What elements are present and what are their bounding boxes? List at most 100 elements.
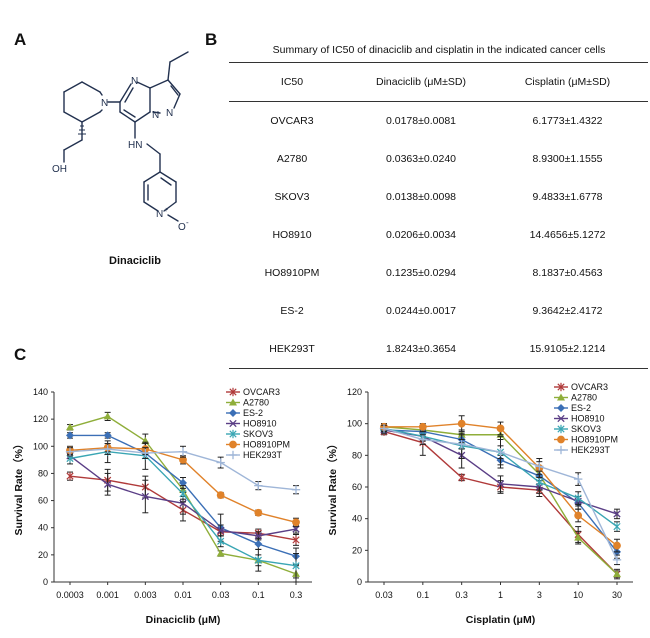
data-point	[217, 526, 225, 535]
data-point	[292, 535, 300, 545]
legend-entry: HEK293T	[554, 445, 611, 455]
legend-marker	[557, 424, 565, 434]
y-tick-label: 140	[33, 387, 48, 397]
cell-cisplatin: 8.9300±1.1555	[532, 153, 603, 165]
cell-cell-line: ES-2	[280, 305, 304, 317]
legend-entry: HEK293T	[226, 450, 283, 460]
legend-label: OVCAR3	[243, 387, 280, 397]
legend-entry: ES-2	[226, 408, 263, 418]
data-point	[104, 480, 112, 488]
legend-entry: A2780	[554, 393, 597, 403]
y-tick-label: 80	[352, 450, 362, 460]
data-point	[574, 493, 582, 503]
cell-cisplatin: 6.1773±1.4322	[532, 115, 603, 127]
x-axis-title: Dinaciclib (μM)	[146, 614, 221, 626]
data-point	[216, 491, 225, 500]
table-row: A2780 0.0363±0.0240 8.9300±1.1555	[229, 140, 648, 178]
legend-marker	[229, 409, 237, 417]
y-axis-title: Survival Rate（%）	[12, 439, 25, 536]
data-point	[141, 448, 150, 458]
data-point	[66, 471, 74, 481]
table-row: HEK293T 1.8243±0.3654 15.9105±2.1214	[229, 330, 648, 369]
data-point	[613, 522, 621, 531]
legend-marker	[229, 429, 237, 439]
header-ic50: IC50	[229, 62, 355, 102]
table-header-row: IC50 Dinaciclib (μM±SD) Cisplatin (μM±SD…	[229, 62, 648, 102]
y-tick-label: 100	[347, 419, 362, 429]
atom-oh: OH	[52, 164, 67, 175]
legend-entry: OVCAR3	[554, 382, 608, 392]
data-point	[254, 508, 263, 517]
cell-cell-line: OVCAR3	[270, 115, 314, 127]
x-tick-label: 0.03	[375, 590, 393, 600]
atom-n-bridge: N	[152, 110, 159, 121]
data-point	[217, 537, 225, 546]
legend-marker	[229, 398, 237, 406]
cell-dinaciclib: 0.0206±0.0034	[386, 229, 456, 241]
data-point	[66, 431, 74, 440]
legend-marker	[557, 393, 565, 401]
y-tick-label: 100	[33, 441, 48, 451]
data-point	[254, 481, 263, 490]
atom-plus: +	[164, 207, 168, 214]
header-cisplatin: Cisplatin (μM±SD)	[487, 62, 648, 102]
legend-label: HO8910	[243, 419, 277, 429]
y-tick-label: 20	[352, 545, 362, 555]
data-point	[292, 518, 300, 527]
x-tick-label: 0.1	[252, 590, 265, 600]
data-point	[141, 492, 149, 501]
data-point	[613, 510, 621, 518]
x-tick-label: 1	[498, 590, 503, 600]
x-tick-label: 0.003	[134, 590, 157, 600]
data-point	[496, 480, 505, 488]
data-point	[379, 424, 389, 433]
data-point	[457, 440, 466, 449]
data-point	[613, 570, 621, 578]
legend-marker	[556, 445, 566, 455]
data-point	[457, 419, 466, 428]
x-tick-label: 0.01	[174, 590, 192, 600]
panel-label-c: C	[14, 345, 27, 364]
legend-marker	[557, 414, 565, 423]
data-point	[574, 533, 583, 541]
legend-marker	[229, 440, 237, 449]
legend-label: ES-2	[243, 408, 263, 418]
dinaciclib-structure: N N N N OH HN N + O -	[52, 51, 189, 233]
data-point	[458, 473, 466, 482]
atom-o: O	[178, 222, 186, 233]
data-point	[292, 525, 300, 533]
x-tick-label: 10	[573, 590, 583, 600]
cell-dinaciclib: 0.0363±0.0240	[386, 153, 456, 165]
table-row: SKOV3 0.0138±0.0098 9.4833±1.6778	[229, 178, 648, 216]
table-row: ES-2 0.0244±0.0017 9.3642±2.4172	[229, 292, 648, 330]
data-point	[216, 549, 225, 557]
data-point	[178, 447, 188, 456]
data-point	[216, 458, 225, 467]
legend-label: HEK293T	[243, 450, 283, 460]
header-dinaciclib: Dinaciclib (μM±SD)	[355, 62, 487, 102]
cell-cisplatin: 8.1837±0.4563	[532, 267, 603, 279]
data-point	[254, 532, 262, 540]
legend-marker	[229, 419, 237, 428]
cell-dinaciclib: 1.8243±0.3654	[355, 330, 487, 369]
legend-entry: HO8910PM	[226, 440, 290, 450]
legend-label: SKOV3	[243, 429, 273, 439]
y-tick-label: 20	[38, 550, 48, 560]
table-row: HO8910 0.0206±0.0034 14.4656±5.1272	[229, 216, 648, 254]
legend-marker	[557, 382, 565, 392]
data-point	[179, 489, 187, 498]
y-tick-label: 40	[38, 523, 48, 533]
table-row: OVCAR3 0.0178±0.0081 6.1773±1.4322	[229, 102, 648, 141]
legend-marker	[557, 435, 565, 444]
series-hek293t	[65, 443, 301, 495]
cell-cell-line: HO8910	[272, 229, 312, 241]
data-point	[103, 444, 112, 454]
legend-entry: HO8910PM	[554, 435, 618, 445]
y-tick-label: 60	[38, 496, 48, 506]
data-point	[573, 474, 583, 484]
x-tick-label: 3	[537, 590, 542, 600]
legend-entry: OVCAR3	[226, 387, 280, 397]
cell-dinaciclib: 0.0178±0.0081	[386, 115, 456, 127]
legend-label: HO8910PM	[571, 435, 618, 445]
